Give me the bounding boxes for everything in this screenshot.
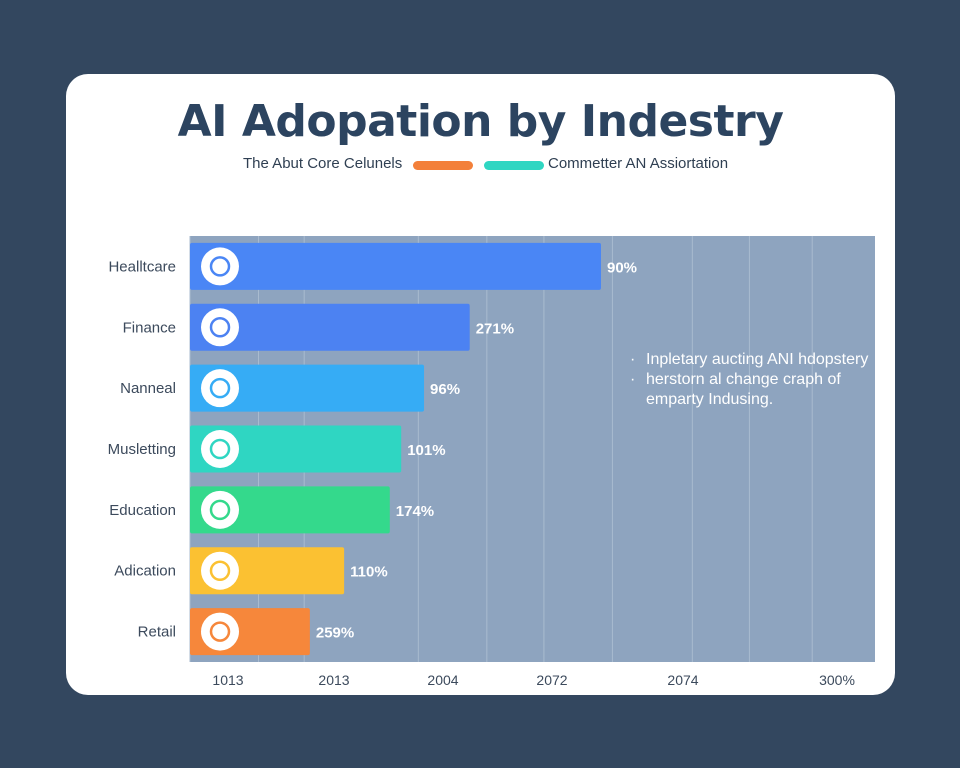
bar-4 xyxy=(190,486,390,534)
device-icon xyxy=(201,430,239,468)
legend-label-1: The Abut Core Celunels xyxy=(243,155,403,172)
annotation-line-1: · Inpletary aucting ANI hdopstery xyxy=(630,351,869,368)
truck-icon xyxy=(201,612,239,651)
value-label-3: 101% xyxy=(407,442,445,459)
lightbulb-icon xyxy=(201,247,239,286)
value-label-1: 271% xyxy=(476,320,514,337)
x-tick-label-0: 1013 xyxy=(212,672,243,688)
leaf-icon-glyph xyxy=(209,499,231,521)
category-label-0: Healltcare xyxy=(108,258,176,275)
bar-2 xyxy=(190,364,425,412)
category-label-5: Adication xyxy=(114,563,176,580)
value-label-6: 259% xyxy=(316,625,354,642)
chart-annotation: · Inpletary aucting ANI hdopstery · hersto… xyxy=(630,350,872,410)
chart-title: AI Adopation by Indestry xyxy=(177,96,784,147)
heart-icon-glyph xyxy=(209,317,231,338)
lightbulb-icon-glyph xyxy=(209,256,231,277)
leaf-icon xyxy=(201,490,239,529)
x-tick-label-4: 2074 xyxy=(667,672,698,688)
legend-label-2: Commetter AN Assiortation xyxy=(548,155,729,172)
heart-icon xyxy=(201,308,239,347)
category-label-1: Finance xyxy=(123,319,176,336)
money-icon xyxy=(201,551,239,590)
value-label-0: 90% xyxy=(607,259,637,276)
device-icon-glyph xyxy=(209,438,231,460)
laptop-icon-glyph xyxy=(209,377,231,399)
category-label-3: Musletting xyxy=(108,441,176,458)
category-label-4: Education xyxy=(109,502,176,519)
x-tick-label-5: 300% xyxy=(819,672,855,688)
annotation-line-2: · herstorn al change craph of xyxy=(630,371,841,388)
legend: The Abut Core Celunels Commetter AN Assi… xyxy=(66,152,895,176)
bar-0 xyxy=(190,242,601,290)
bar-chart: Healltcare 90% Finance 271% Nanneal 96% Muslet… xyxy=(108,236,875,688)
value-label-2: 96% xyxy=(430,381,460,398)
bar-1 xyxy=(190,303,470,351)
legend-swatch-2 xyxy=(484,161,544,170)
bar-3 xyxy=(190,425,402,473)
value-label-5: 110% xyxy=(350,564,388,581)
x-tick-label-3: 2072 xyxy=(536,672,567,688)
legend-swatch-1 xyxy=(413,161,473,170)
x-tick-label-1: 2013 xyxy=(318,672,349,688)
laptop-icon xyxy=(201,369,239,408)
chart-card: AI Adopation by Indestry The Abut Core C… xyxy=(66,74,895,695)
truck-icon-glyph xyxy=(209,621,231,642)
annotation-line-3: emparty Indusing. xyxy=(646,391,774,408)
category-label-6: Retail xyxy=(138,624,176,641)
category-label-2: Nanneal xyxy=(120,380,176,397)
money-icon-glyph xyxy=(209,560,231,581)
x-tick-label-2: 2004 xyxy=(427,672,458,688)
value-label-4: 174% xyxy=(396,503,434,520)
